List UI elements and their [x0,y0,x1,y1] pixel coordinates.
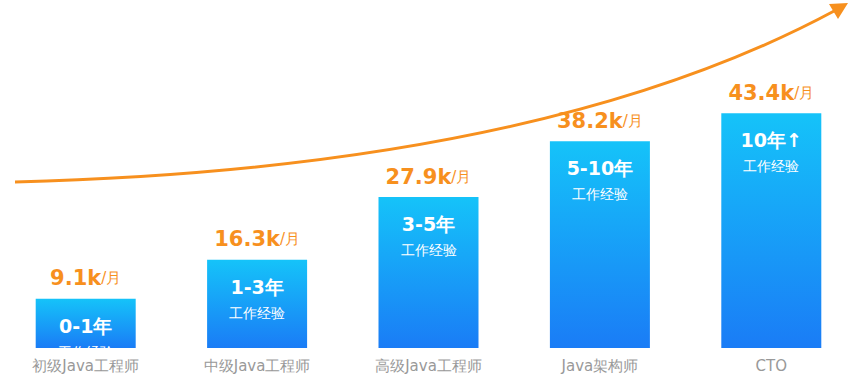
svg-text:高级Java工程师: 高级Java工程师 [375,357,482,375]
svg-text:5-10年: 5-10年 [567,157,634,179]
svg-text:9.1k: 9.1k [50,266,102,290]
svg-text:10年↑: 10年↑ [741,129,802,151]
svg-text:43.4k: 43.4k [728,81,795,105]
svg-text:0-1年: 0-1年 [59,315,112,337]
svg-text:/月: /月 [451,168,471,186]
svg-text:工作经验: 工作经验 [229,305,285,321]
svg-text:27.9k: 27.9k [386,165,453,189]
svg-text:Java架构师: Java架构师 [561,357,639,375]
svg-text:/月: /月 [280,230,300,248]
svg-text:中级Java工程师: 中级Java工程师 [204,357,311,375]
svg-text:16.3k: 16.3k [214,227,281,251]
svg-text:工作经验: 工作经验 [743,158,799,174]
svg-text:3-5年: 3-5年 [402,213,455,235]
svg-text:/月: /月 [623,112,643,130]
svg-text:初级Java工程师: 初级Java工程师 [32,356,139,375]
svg-text:CTO: CTO [756,357,787,375]
svg-text:工作经验: 工作经验 [401,242,457,258]
svg-text:/月: /月 [794,84,814,102]
svg-text:38.2k: 38.2k [557,109,624,133]
svg-text:工作经验: 工作经验 [58,344,114,360]
svg-text:/月: /月 [101,269,121,287]
svg-text:1-3年: 1-3年 [230,276,283,298]
svg-text:工作经验: 工作经验 [572,186,628,202]
